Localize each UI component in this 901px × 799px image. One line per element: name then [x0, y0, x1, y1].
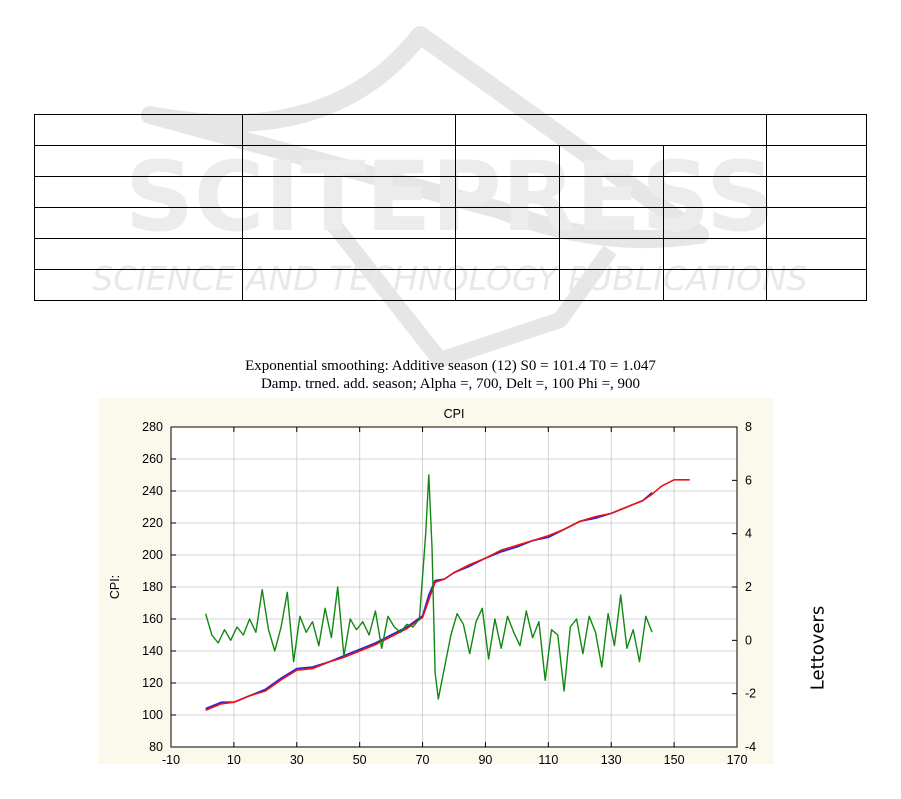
- table-cell: [766, 207, 868, 239]
- y-left-tick-label: 140: [142, 644, 163, 658]
- table-cell: [34, 269, 243, 301]
- table-row: [34, 176, 868, 208]
- table-cell: [242, 176, 456, 208]
- y-left-tick-label: 160: [142, 612, 163, 626]
- table-cell: [454, 114, 768, 146]
- y-right-tick-label: -2: [745, 687, 756, 701]
- x-top-tick-label: 90: [478, 753, 492, 764]
- y-right-tick-label: 6: [745, 473, 752, 487]
- table-row: [34, 145, 868, 177]
- y-left-tick-label: 220: [142, 516, 163, 530]
- x-top-tick-label: 70: [416, 753, 430, 764]
- chart-caption-line2: Damp. trned. add. season; Alpha =, 700, …: [260, 376, 641, 392]
- table-cell: [455, 238, 560, 270]
- chart-title: CPI: [444, 407, 465, 421]
- table-cell: [455, 176, 560, 208]
- table-cell: [559, 207, 664, 239]
- y-left-tick-label: 120: [142, 676, 163, 690]
- table-cell: [662, 238, 768, 270]
- table-row: [34, 269, 868, 301]
- table-cell: [34, 145, 243, 177]
- table-row: [34, 207, 868, 239]
- y-right-tick-label: 4: [745, 527, 752, 541]
- table-cell: [559, 238, 664, 270]
- table-row: [34, 114, 868, 146]
- chart-panel: -101030507090110130150170020406080100120…: [98, 398, 774, 764]
- series-smoothed-line: [205, 479, 690, 711]
- y-right-tick-label: 8: [745, 420, 752, 434]
- table-cell: [766, 114, 868, 146]
- y-left-tick-label: 180: [142, 580, 163, 594]
- table-row: [34, 238, 868, 270]
- table-cell: [34, 114, 243, 146]
- y-left-tick-label: 80: [149, 740, 163, 754]
- chart-caption-line1: Exponential smoothing: Additive season (…: [245, 358, 656, 374]
- y-left-tick-label: 240: [142, 484, 163, 498]
- y-left-tick-label: 100: [142, 708, 163, 722]
- table-cell: [662, 207, 768, 239]
- x-top-tick-label: 150: [664, 753, 685, 764]
- table-cell: [559, 269, 664, 301]
- y-left-tick-label: 280: [142, 420, 163, 434]
- table-cell: [242, 238, 456, 270]
- y-left-tick-label: 260: [142, 452, 163, 466]
- table-cell: [766, 269, 868, 301]
- table-cell: [455, 269, 560, 301]
- table-cell: [242, 145, 456, 177]
- table-cell: [662, 269, 768, 301]
- x-top-tick-label: -10: [162, 753, 180, 764]
- table-cell: [455, 145, 560, 177]
- y-left-tick-label: 200: [142, 548, 163, 562]
- x-top-tick-label: 50: [353, 753, 367, 764]
- table-cell: [242, 269, 456, 301]
- table-cell: [34, 176, 243, 208]
- table-cell: [662, 145, 768, 177]
- table-cell: [559, 176, 664, 208]
- series-residuals-line: [204, 474, 653, 700]
- empty-table: [34, 114, 868, 301]
- cpi-chart: -101030507090110130150170020406080100120…: [108, 407, 756, 764]
- x-top-tick-label: 30: [290, 753, 304, 764]
- table-cell: [34, 238, 243, 270]
- table-cell: [559, 145, 664, 177]
- table-cell: [662, 176, 768, 208]
- x-top-tick-label: 130: [601, 753, 622, 764]
- y-right-tick-label: 2: [745, 580, 752, 594]
- x-top-tick-label: 110: [538, 753, 558, 764]
- table-cell: [766, 145, 868, 177]
- y-right-tick-label: 0: [745, 633, 752, 647]
- y-right-tick-label: -4: [745, 740, 756, 754]
- x-top-tick-label: 170: [727, 753, 748, 764]
- table-cell: [766, 176, 868, 208]
- table-cell: [455, 207, 560, 239]
- table-cell: [766, 238, 868, 270]
- table-cell: [242, 207, 456, 239]
- x-top-tick-label: 10: [227, 753, 241, 764]
- table-cell: [34, 207, 243, 239]
- y-axis-label: CPI:: [108, 575, 122, 599]
- right-axis-label: Lettovers: [807, 605, 829, 691]
- table-cell: [242, 114, 456, 146]
